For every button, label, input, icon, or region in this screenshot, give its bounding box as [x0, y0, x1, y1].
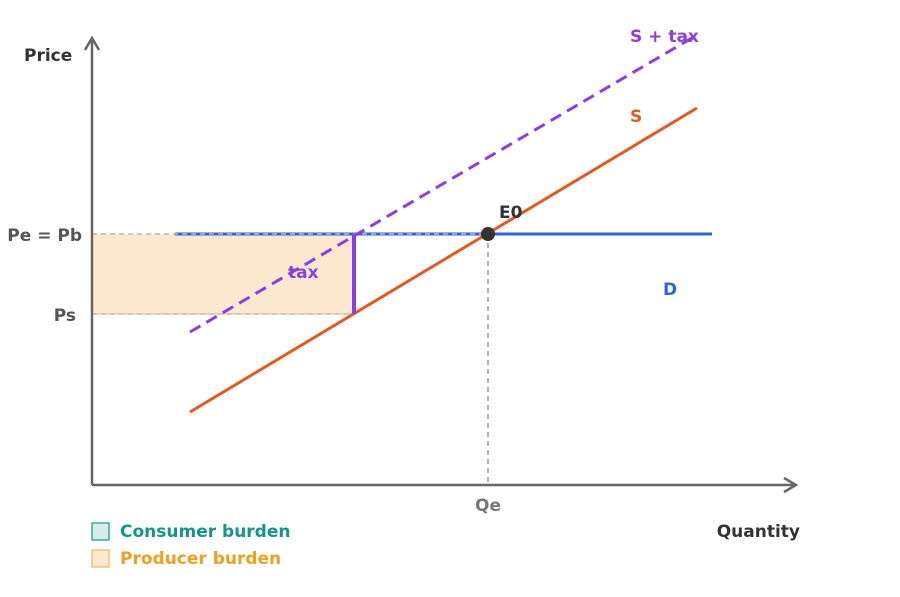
producer-burden-area	[91, 233, 355, 315]
legend-producer: Producer burden	[120, 549, 281, 569]
supply-tax-line	[189, 33, 698, 334]
tax-label: tax	[288, 263, 319, 283]
legend-consumer: Consumer burden	[120, 522, 290, 542]
demand-label: D	[663, 280, 677, 300]
legend-swatch-producer	[91, 549, 110, 568]
equilibrium-point	[481, 227, 495, 241]
ps-label: Ps	[54, 306, 76, 326]
y-axis-label: Price	[24, 46, 72, 66]
qe-label: Qe	[475, 496, 501, 516]
supply-line	[189, 106, 698, 414]
supply-label: S	[630, 107, 642, 127]
x-axis-arrow	[783, 476, 799, 494]
y-axis-arrow	[83, 35, 101, 51]
pe-label: Pe = Pb	[7, 226, 82, 246]
x-axis-label: Quantity	[717, 522, 800, 542]
legend-swatch-consumer	[91, 522, 110, 541]
supply-tax-label: S + tax	[630, 27, 699, 47]
equilibrium-label: E0	[499, 203, 523, 223]
